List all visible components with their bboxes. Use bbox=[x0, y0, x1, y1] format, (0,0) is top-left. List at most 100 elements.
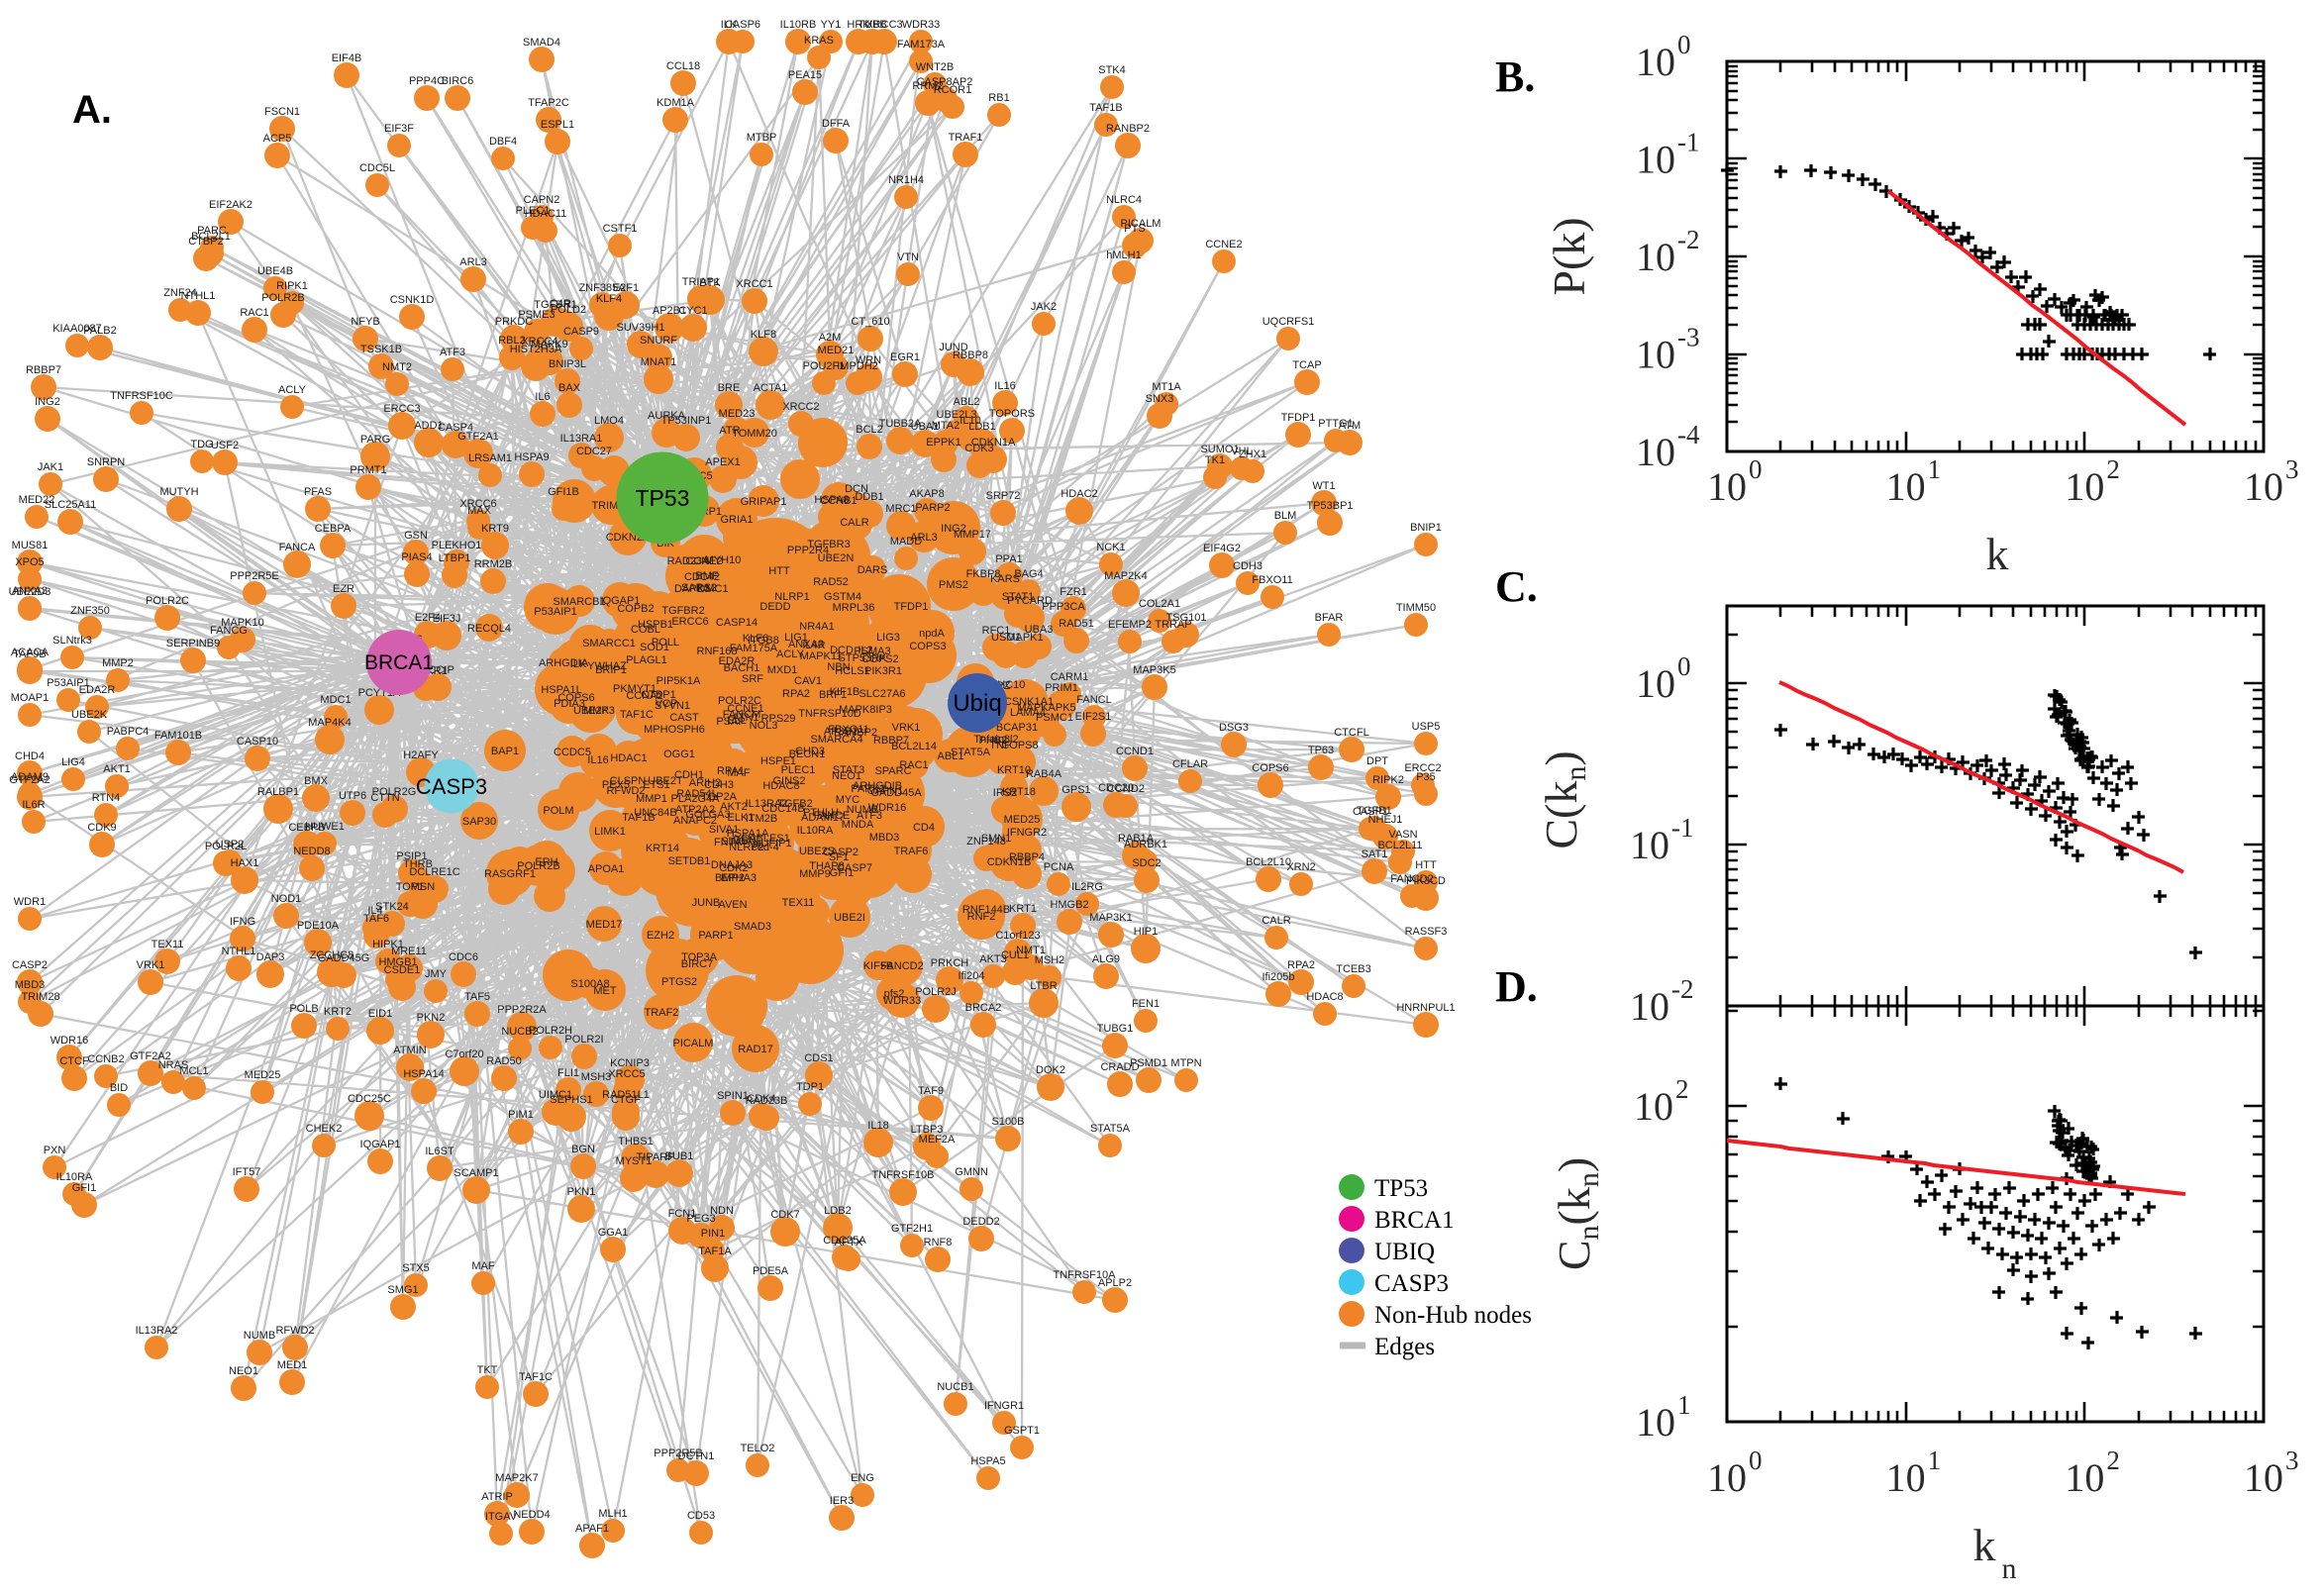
svg-text:TFDP1: TFDP1 bbox=[1281, 412, 1316, 424]
svg-text:ACLY: ACLY bbox=[278, 384, 307, 396]
svg-text:10: 10 bbox=[1630, 823, 1669, 867]
svg-text:NOL3: NOL3 bbox=[750, 720, 778, 732]
svg-text:10: 10 bbox=[1886, 1455, 1926, 1500]
svg-text:MUTYH: MUTYH bbox=[159, 486, 198, 498]
svg-text:UBE2S: UBE2S bbox=[799, 846, 835, 857]
svg-text:DBNL: DBNL bbox=[733, 835, 761, 847]
svg-text:KIF5B: KIF5B bbox=[863, 960, 894, 972]
svg-text:H2AFY: H2AFY bbox=[403, 749, 439, 761]
svg-text:GFI1: GFI1 bbox=[72, 1182, 96, 1194]
svg-text:k: k bbox=[1986, 529, 2009, 579]
svg-text:CALR: CALR bbox=[840, 517, 868, 529]
svg-text:IL16: IL16 bbox=[994, 380, 1015, 392]
svg-text:USP5: USP5 bbox=[1412, 721, 1441, 733]
svg-text:10: 10 bbox=[1636, 40, 1675, 84]
svg-text:MAF: MAF bbox=[727, 767, 751, 779]
svg-text:KRT2: KRT2 bbox=[324, 1006, 352, 1018]
svg-text:NUFIP1: NUFIP1 bbox=[753, 838, 791, 849]
svg-text:MYST1: MYST1 bbox=[616, 1155, 653, 1167]
svg-text:LTBR: LTBR bbox=[1030, 980, 1057, 992]
svg-text:AKT1: AKT1 bbox=[103, 763, 131, 775]
svg-text:ATP2A2: ATP2A2 bbox=[675, 804, 715, 816]
svg-text:IL4R: IL4R bbox=[802, 640, 825, 651]
svg-text:n: n bbox=[2002, 1552, 2017, 1585]
svg-text:DPT: DPT bbox=[1366, 755, 1388, 767]
svg-text:MTBP: MTBP bbox=[747, 132, 777, 144]
svg-text:RBBP7: RBBP7 bbox=[26, 364, 61, 376]
svg-text:DCLRE1C: DCLRE1C bbox=[409, 866, 459, 878]
svg-text:MAP2K7: MAP2K7 bbox=[495, 1472, 538, 1484]
svg-text:YWHAZ: YWHAZ bbox=[587, 660, 627, 672]
svg-text:MAP2K4: MAP2K4 bbox=[1104, 570, 1147, 582]
svg-text:WNT2B: WNT2B bbox=[916, 61, 955, 73]
svg-text:DSG3: DSG3 bbox=[1219, 722, 1249, 734]
svg-text:PXN: PXN bbox=[44, 1145, 66, 1156]
svg-text:NLRC4: NLRC4 bbox=[1106, 194, 1142, 206]
svg-text:GADD45A: GADD45A bbox=[870, 787, 922, 799]
svg-text:CTCFL: CTCFL bbox=[1334, 727, 1368, 739]
svg-text:UBA3: UBA3 bbox=[1025, 624, 1054, 636]
svg-text:BRF1: BRF1 bbox=[819, 689, 847, 701]
svg-text:ATR: ATR bbox=[719, 425, 740, 437]
svg-text:FANCD2: FANCD2 bbox=[880, 960, 923, 972]
svg-text:IER3: IER3 bbox=[830, 1495, 854, 1507]
svg-text:CCND2: CCND2 bbox=[1107, 783, 1145, 795]
svg-text:ETS1: ETS1 bbox=[643, 779, 670, 791]
svg-text:CCL18: CCL18 bbox=[666, 60, 700, 72]
svg-text:VASN: VASN bbox=[1388, 829, 1417, 841]
svg-text:HMGB2: HMGB2 bbox=[1050, 899, 1088, 911]
svg-text:HMGB1: HMGB1 bbox=[378, 956, 417, 968]
svg-text:TRAF1: TRAF1 bbox=[949, 132, 983, 144]
svg-text:TKT: TKT bbox=[477, 1364, 498, 1376]
svg-text:EDA2R: EDA2R bbox=[719, 655, 756, 667]
svg-text:RAD52: RAD52 bbox=[813, 576, 848, 588]
svg-text:UBE2I: UBE2I bbox=[834, 912, 865, 924]
svg-text:HSPA1L: HSPA1L bbox=[541, 684, 581, 696]
svg-text:TNFRSF10B: TNFRSF10B bbox=[872, 1169, 935, 1181]
svg-text:RRM2: RRM2 bbox=[912, 80, 943, 92]
svg-text:NEO1: NEO1 bbox=[832, 770, 861, 782]
svg-text:CSNK1A1: CSNK1A1 bbox=[1004, 696, 1054, 708]
svg-text:PIK3CD: PIK3CD bbox=[1406, 875, 1446, 887]
svg-text:TRIM28: TRIM28 bbox=[21, 991, 59, 1003]
svg-text:RAC1: RAC1 bbox=[899, 759, 928, 771]
svg-text:CYC1: CYC1 bbox=[678, 305, 707, 317]
svg-text:IL4: IL4 bbox=[367, 905, 382, 917]
svg-text:SRF: SRF bbox=[742, 673, 763, 685]
svg-text:WDR16: WDR16 bbox=[868, 802, 907, 814]
svg-text:XRCC3: XRCC3 bbox=[865, 19, 902, 31]
svg-text:CCNE2: CCNE2 bbox=[1205, 239, 1242, 250]
svg-text:NMT2: NMT2 bbox=[382, 361, 412, 373]
svg-text:ATF3: ATF3 bbox=[857, 810, 882, 822]
svg-text:HSPA8: HSPA8 bbox=[814, 494, 849, 506]
svg-text:DARS: DARS bbox=[858, 564, 888, 576]
svg-text:AURKA: AURKA bbox=[648, 410, 686, 422]
svg-text:10: 10 bbox=[1636, 661, 1675, 706]
svg-text:CCDC5: CCDC5 bbox=[554, 747, 591, 758]
svg-text:STK4: STK4 bbox=[1098, 64, 1126, 76]
svg-text:POU2F1: POU2F1 bbox=[803, 360, 846, 372]
svg-text:FANCL: FANCL bbox=[1076, 694, 1111, 706]
svg-text:TAF1C: TAF1C bbox=[519, 1371, 553, 1383]
svg-text:FAM173A: FAM173A bbox=[897, 39, 946, 50]
svg-text:MED21: MED21 bbox=[818, 345, 855, 356]
svg-text:PARC: PARC bbox=[197, 225, 227, 237]
svg-text:TP53BP1: TP53BP1 bbox=[1306, 500, 1353, 512]
svg-text:COL2A1: COL2A1 bbox=[1139, 598, 1180, 610]
svg-text:ERCC3: ERCC3 bbox=[383, 403, 420, 415]
svg-text:PICALM: PICALM bbox=[673, 1038, 714, 1049]
svg-text:CCND1: CCND1 bbox=[1116, 746, 1154, 757]
svg-text:PIM1: PIM1 bbox=[508, 1109, 534, 1121]
svg-text:RPA1: RPA1 bbox=[717, 765, 745, 777]
svg-text:TP53: TP53 bbox=[636, 485, 690, 511]
svg-text:PKN2: PKN2 bbox=[417, 1012, 446, 1024]
svg-text:PLA2G4A: PLA2G4A bbox=[671, 793, 721, 805]
svg-text:IL6ST: IL6ST bbox=[425, 1146, 454, 1157]
svg-text:RRM2B: RRM2B bbox=[474, 558, 513, 570]
svg-text:LIG3: LIG3 bbox=[876, 632, 900, 644]
svg-text:VCP: VCP bbox=[656, 698, 678, 710]
svg-text:COPB2: COPB2 bbox=[617, 603, 654, 615]
svg-text:BAG4: BAG4 bbox=[1014, 568, 1043, 580]
svg-text:FSCN1: FSCN1 bbox=[264, 106, 300, 118]
svg-text:NDN: NDN bbox=[710, 1205, 734, 1217]
